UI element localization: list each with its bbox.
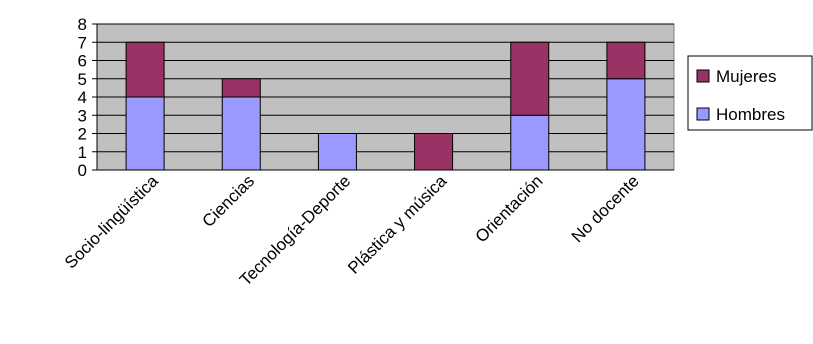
bar-segment-hombres — [317, 133, 357, 171]
bar-segment-hombres — [606, 78, 646, 171]
bar-segment-mujeres — [125, 41, 165, 98]
y-tick-label: 1 — [78, 143, 87, 162]
bars — [125, 41, 646, 171]
y-tick-label: 5 — [78, 70, 87, 89]
bar-segment-hombres — [510, 114, 550, 171]
y-tick-label: 6 — [78, 52, 87, 71]
x-category-label: Ciencias — [199, 171, 259, 231]
gridlines — [97, 23, 674, 153]
legend-swatch-mujeres — [696, 69, 710, 83]
legend-swatch-hombres — [696, 107, 710, 121]
x-category-label: Orientación — [472, 171, 547, 246]
bar-segment-mujeres — [606, 41, 646, 80]
x-category-label: No docente — [568, 171, 643, 246]
y-tick-label: 4 — [78, 88, 87, 107]
y-tick-label: 3 — [78, 106, 87, 125]
bar-segment-mujeres — [414, 133, 454, 171]
bar-segment-mujeres — [510, 41, 550, 116]
y-tick-label: 8 — [78, 15, 87, 34]
x-axis-labels: Socio-lingüística CienciasTecnología-Depo… — [61, 171, 643, 290]
bar-segment-hombres — [125, 96, 165, 171]
y-tick-label: 0 — [78, 161, 87, 180]
bar-segment-hombres — [221, 96, 261, 171]
legend-label-mujeres: Mujeres — [716, 67, 776, 86]
bar-segment-mujeres — [221, 78, 261, 98]
x-category-label: Socio-lingüística — [61, 171, 162, 272]
x-category-label: Plástica y música — [344, 171, 451, 278]
legend-label-hombres: Hombres — [716, 105, 785, 124]
y-tick-label: 7 — [78, 33, 87, 52]
y-tick-label: 2 — [78, 125, 87, 144]
legend: Mujeres Hombres — [687, 55, 813, 131]
